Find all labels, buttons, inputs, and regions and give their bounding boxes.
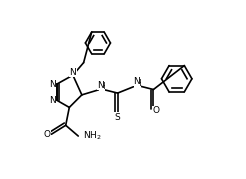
Text: H: H	[99, 82, 105, 91]
Text: H: H	[135, 79, 140, 88]
Text: N: N	[97, 81, 104, 90]
Text: S: S	[115, 113, 121, 122]
Text: N: N	[70, 68, 76, 77]
Text: N: N	[49, 96, 56, 105]
Text: NH$_2$: NH$_2$	[83, 130, 102, 142]
Text: O: O	[153, 107, 160, 115]
Text: O: O	[44, 130, 51, 139]
Text: N: N	[49, 80, 56, 89]
Text: N: N	[133, 77, 140, 86]
